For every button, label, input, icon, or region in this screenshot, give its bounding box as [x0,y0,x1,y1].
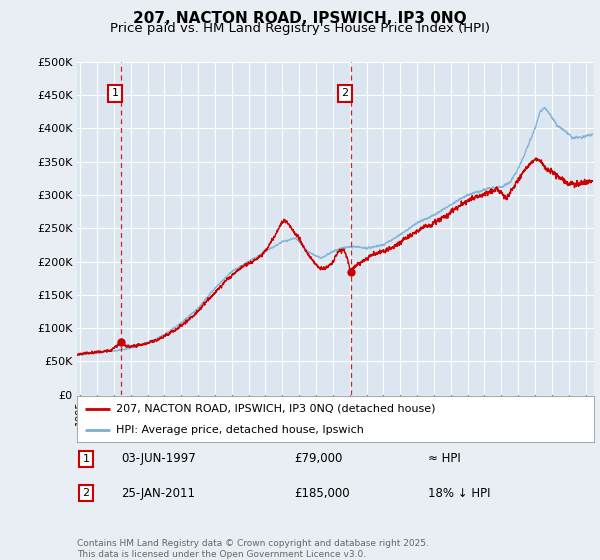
Text: 25-JAN-2011: 25-JAN-2011 [121,487,195,500]
Text: £79,000: £79,000 [294,452,343,465]
Text: ≈ HPI: ≈ HPI [428,452,461,465]
Text: Contains HM Land Registry data © Crown copyright and database right 2025.
This d: Contains HM Land Registry data © Crown c… [77,539,428,559]
Text: 2: 2 [341,88,349,98]
Text: 1: 1 [112,88,118,98]
Text: 18% ↓ HPI: 18% ↓ HPI [428,487,491,500]
Text: 1: 1 [83,454,89,464]
Text: 2: 2 [83,488,89,498]
Text: £185,000: £185,000 [294,487,350,500]
Text: 03-JUN-1997: 03-JUN-1997 [121,452,196,465]
Text: 207, NACTON ROAD, IPSWICH, IP3 0NQ: 207, NACTON ROAD, IPSWICH, IP3 0NQ [133,11,467,26]
Text: HPI: Average price, detached house, Ipswich: HPI: Average price, detached house, Ipsw… [116,425,364,435]
Text: Price paid vs. HM Land Registry's House Price Index (HPI): Price paid vs. HM Land Registry's House … [110,22,490,35]
Text: 207, NACTON ROAD, IPSWICH, IP3 0NQ (detached house): 207, NACTON ROAD, IPSWICH, IP3 0NQ (deta… [116,404,435,414]
